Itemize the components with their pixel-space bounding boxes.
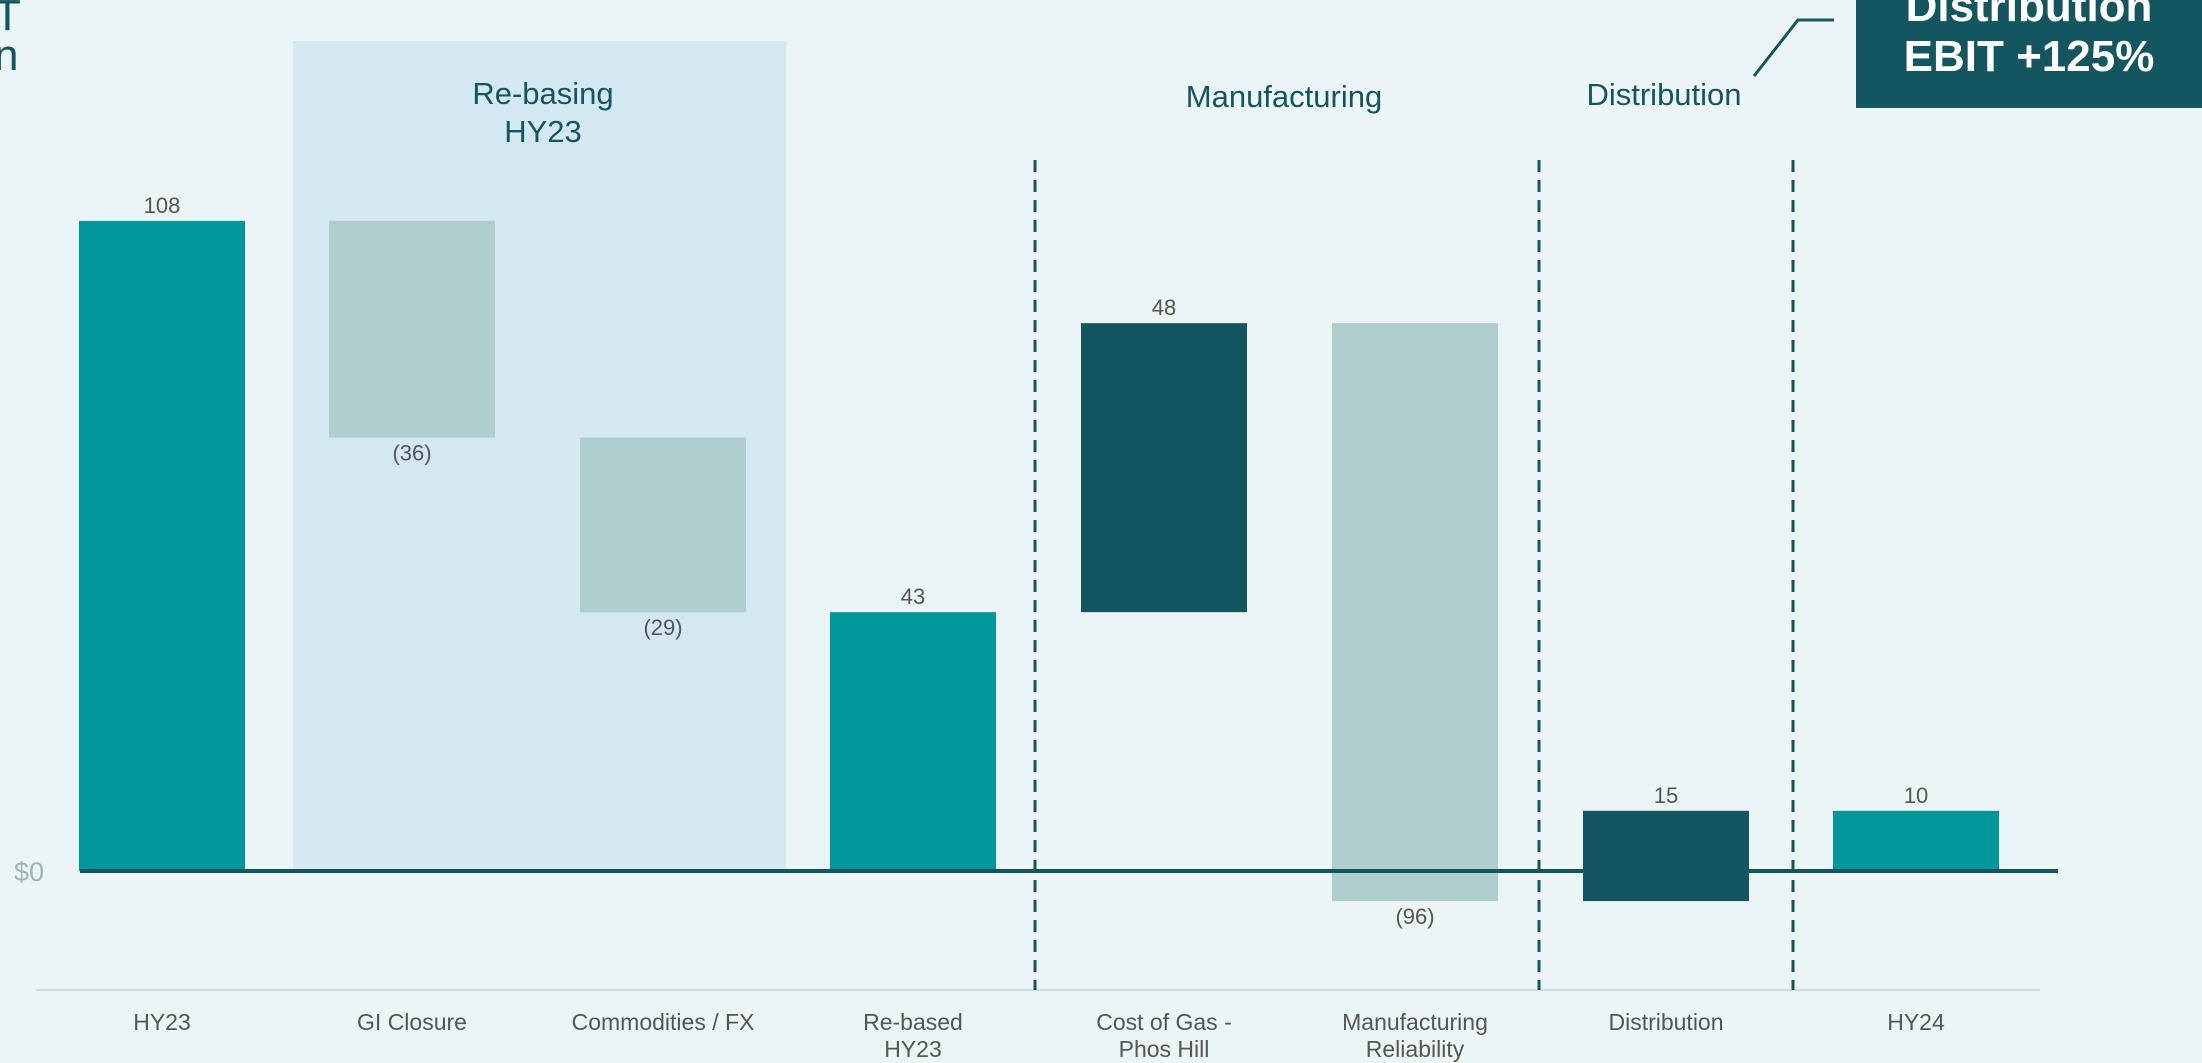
distribution-ebit-callout: Distribution EBIT +125% — [1856, 0, 2202, 108]
category-label-3: Commodities / FX — [572, 1009, 755, 1035]
bar-8 — [1833, 810, 1999, 871]
callout-line1: Distribution — [1905, 0, 2153, 31]
data-label-8: 10 — [1904, 783, 1928, 808]
truncated-title: T n — [0, 0, 21, 80]
bar-1 — [79, 220, 245, 872]
data-label-6: (96) — [1395, 904, 1434, 929]
category-label-5-line1: Cost of Gas - — [1096, 1009, 1231, 1035]
bar-4 — [830, 612, 996, 871]
category-label-4-line2: HY23 — [884, 1036, 942, 1062]
data-label-3: (29) — [643, 615, 682, 640]
group-label-2: Manufacturing — [1186, 79, 1382, 114]
truncated-title-line2: n — [0, 31, 19, 80]
data-label-4: 43 — [901, 584, 925, 609]
category-label-1: HY23 — [133, 1009, 191, 1035]
category-label-6-line2: Reliability — [1366, 1036, 1465, 1062]
group-label-1-line1: Re-basing — [472, 76, 613, 111]
data-label-1: 108 — [144, 193, 181, 218]
bar-6 — [1332, 323, 1498, 902]
category-label-6-line1: Manufacturing — [1342, 1009, 1488, 1035]
y-zero-label: $0 — [14, 857, 44, 887]
callout-line2: EBIT +125% — [1903, 32, 2155, 81]
truncated-title-line1: T — [0, 0, 21, 40]
bar-7 — [1583, 810, 1749, 902]
category-label-8: HY24 — [1887, 1009, 1945, 1035]
bar-3 — [580, 437, 746, 613]
data-label-5: 48 — [1152, 295, 1176, 320]
group-label-3: Distribution — [1586, 77, 1741, 112]
data-label-7: 15 — [1654, 783, 1678, 808]
category-label-7: Distribution — [1608, 1009, 1723, 1035]
group-label-1-line2: HY23 — [504, 114, 582, 149]
category-label-2: GI Closure — [357, 1009, 467, 1035]
bar-2 — [329, 220, 495, 438]
callout-leader-line — [1752, 18, 1834, 77]
category-label-5-line2: Phos Hill — [1119, 1036, 1210, 1062]
bar-5 — [1081, 323, 1247, 613]
data-label-2: (36) — [392, 441, 431, 466]
category-label-4-line1: Re-based — [863, 1009, 963, 1035]
